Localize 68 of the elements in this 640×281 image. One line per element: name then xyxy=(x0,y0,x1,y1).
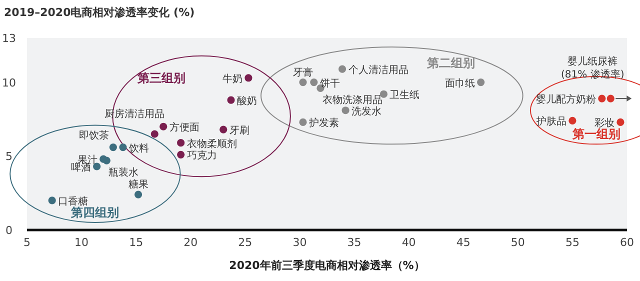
data-label: 护发素 xyxy=(308,117,339,130)
data-label: 方便面 xyxy=(169,122,200,134)
x-tick-label: 60 xyxy=(620,236,634,249)
data-label: 彩妆 xyxy=(594,117,614,130)
data-label: 卫生纸 xyxy=(390,89,420,102)
point xyxy=(119,143,127,152)
x-tick-label: 20 xyxy=(184,236,198,249)
data-label: 啤酒 xyxy=(70,161,91,174)
y-tick-label: 5 xyxy=(6,150,12,164)
chart-title: 2019–2020电商相对渗透率变化 (%) xyxy=(4,6,195,19)
text: 第三组别 xyxy=(136,70,186,85)
data-label: 巧克力 xyxy=(186,150,217,162)
x-tick-label: 30 xyxy=(292,236,307,249)
x-tick-label: 40 xyxy=(402,236,416,249)
point xyxy=(150,130,158,138)
x-tick-label: 5 xyxy=(24,236,30,249)
x-axis-title: 2020年前三季度电商相对渗透率（%） xyxy=(229,259,425,272)
data-label: 酸奶 xyxy=(237,95,257,108)
data-label: 牙刷 xyxy=(229,126,250,137)
data-label: 个人清洁用品 xyxy=(348,64,408,76)
data-label: 牙膏 xyxy=(293,66,313,78)
data-label: 牛奶 xyxy=(222,72,242,85)
x-tick-label: 50 xyxy=(510,236,525,249)
data-label: 婴儿配方奶粉 xyxy=(536,94,596,106)
x-tick-label: 35 xyxy=(347,236,362,249)
point xyxy=(48,196,56,204)
point xyxy=(299,78,307,86)
x-tick-label: 45 xyxy=(456,236,470,249)
data-label: 衣物柔顺剂 xyxy=(186,138,237,150)
point xyxy=(134,190,142,198)
point xyxy=(342,106,350,114)
data-label: 洗发水 xyxy=(352,105,382,118)
data-label: 护肤品 xyxy=(535,116,566,128)
point xyxy=(220,126,228,134)
data-label: 婴儿纸尿裤 xyxy=(568,56,618,68)
point xyxy=(160,122,168,130)
y-tick-label: 10 xyxy=(2,76,16,90)
point xyxy=(568,116,576,125)
point xyxy=(244,74,252,82)
point xyxy=(109,143,117,152)
point xyxy=(310,78,318,86)
x-tick-label: 25 xyxy=(238,236,252,249)
point xyxy=(477,78,485,86)
point xyxy=(177,150,185,158)
point xyxy=(177,139,185,147)
data-label: 面巾纸 xyxy=(444,77,475,90)
data-label: 瓶装水 xyxy=(108,166,139,179)
data-label: 口香糖 xyxy=(58,195,88,208)
y-tick-label: 13 xyxy=(2,32,16,45)
point xyxy=(616,118,624,126)
point xyxy=(606,94,614,102)
x-tick-label: 55 xyxy=(565,236,580,249)
point xyxy=(299,118,307,126)
point xyxy=(338,65,346,73)
data-label: 饼干 xyxy=(318,77,340,90)
x-tick-label: 15 xyxy=(129,236,144,249)
y-tick-label: 0 xyxy=(6,224,12,237)
point xyxy=(102,156,110,164)
data-label: 即饮茶 xyxy=(79,129,110,142)
x-tick-label: 10 xyxy=(74,236,89,249)
point xyxy=(598,94,606,102)
series-label: 第四组别 xyxy=(70,205,120,220)
data-label: 糖果 xyxy=(128,178,148,191)
data-label: 饮料 xyxy=(128,142,149,154)
series-label: 第二组别 xyxy=(426,56,475,70)
series-label: 第一组别 xyxy=(571,127,620,142)
data-label: 衣物洗涤用品 xyxy=(322,94,382,106)
point xyxy=(227,96,235,104)
